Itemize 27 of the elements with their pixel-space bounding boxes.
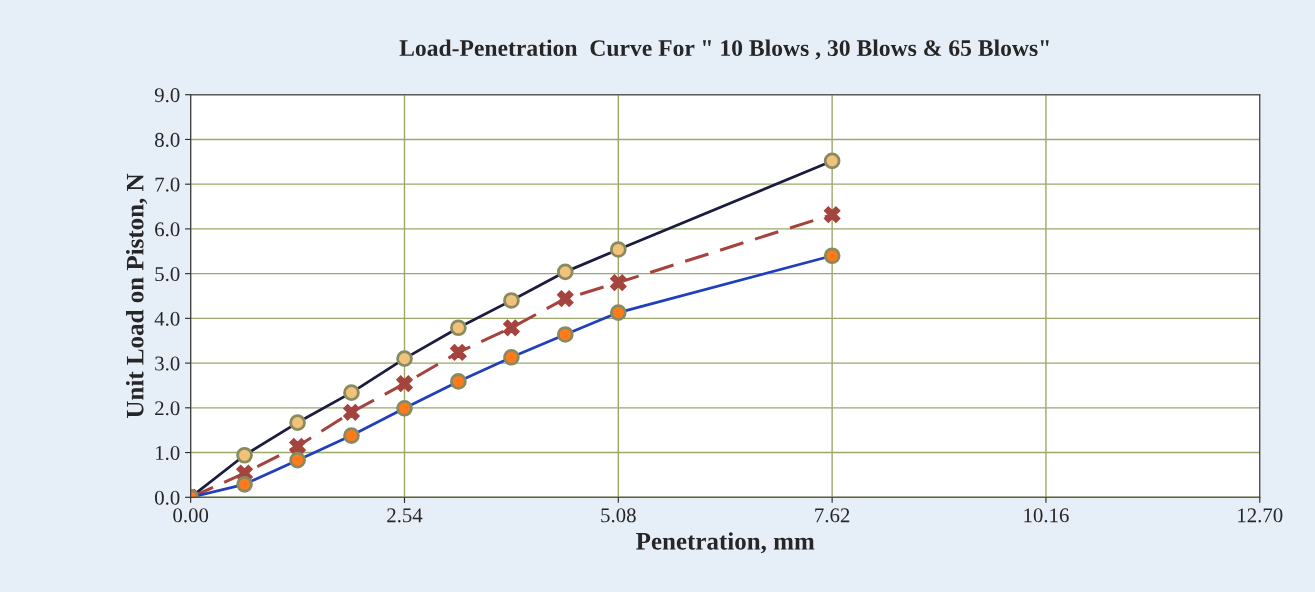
x-axis-title: Penetration, mm bbox=[636, 532, 815, 554]
y-tick-label: 0.0 bbox=[155, 490, 180, 505]
point bbox=[823, 206, 841, 223]
x-tick-label: 5.08 bbox=[601, 508, 636, 523]
x-tick-label: 0.00 bbox=[173, 508, 209, 523]
x-tick-label: 7.62 bbox=[815, 508, 850, 523]
chart-title: Load-Penetration Curve For " 10 Blows , 30 Blows & 65 Blows" bbox=[399, 39, 1049, 60]
x-tick-label: 2.54 bbox=[387, 508, 423, 523]
x-tick-label: 12.70 bbox=[1238, 508, 1283, 523]
point bbox=[396, 375, 413, 393]
y-axis-title: Unit Load on Piston, N bbox=[125, 173, 148, 418]
point bbox=[289, 437, 306, 455]
y-tick-label: 8.0 bbox=[155, 132, 180, 147]
point bbox=[450, 344, 467, 361]
y-tick-label: 5.0 bbox=[155, 267, 180, 282]
y-tick-label: 7.0 bbox=[155, 177, 180, 192]
y-tick-label: 6.0 bbox=[155, 222, 180, 237]
y-tick-label: 1.0 bbox=[156, 445, 180, 461]
point bbox=[609, 274, 627, 291]
x-tick-label: 10.16 bbox=[1024, 508, 1069, 523]
y-tick-label: 9.0 bbox=[154, 88, 180, 103]
y-tick-label: 3.0 bbox=[155, 356, 180, 371]
point bbox=[343, 403, 360, 421]
y-tick-label: 2.0 bbox=[155, 401, 180, 416]
y-tick-label: 4.0 bbox=[154, 311, 180, 326]
point bbox=[503, 319, 520, 337]
point bbox=[556, 290, 574, 308]
